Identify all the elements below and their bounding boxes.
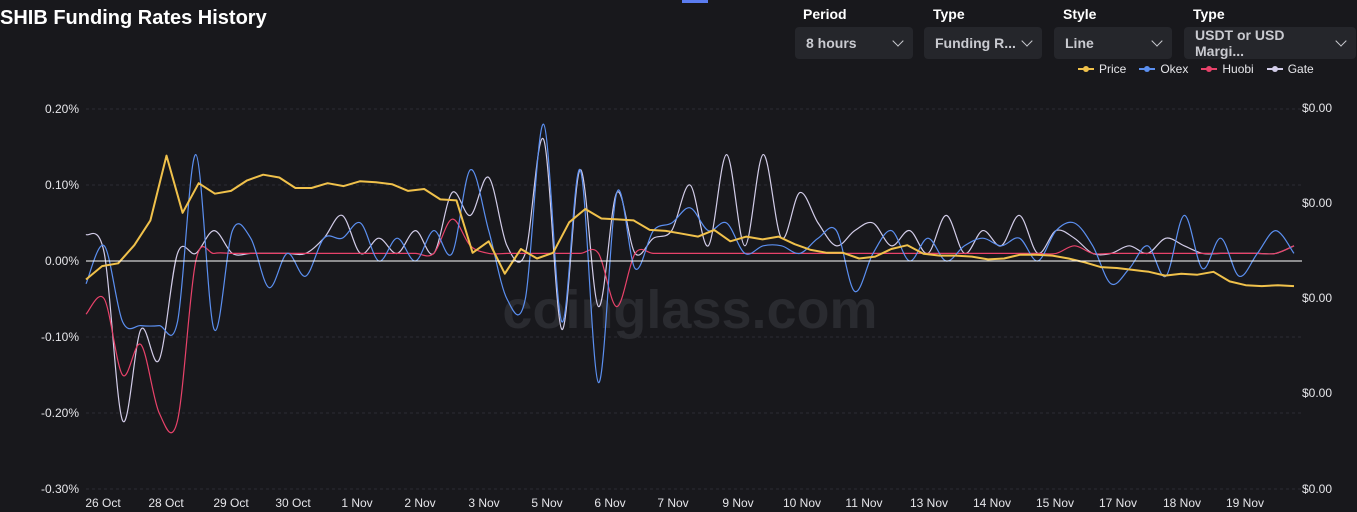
x-tick-label: 1 Nov bbox=[341, 496, 372, 510]
x-tick-label: 10 Nov bbox=[783, 496, 821, 510]
legend-label-price: Price bbox=[1099, 62, 1127, 76]
type-filter: Type Funding R... bbox=[924, 6, 1042, 59]
x-tick-label: 5 Nov bbox=[531, 496, 562, 510]
legend-item-okex[interactable]: Okex bbox=[1139, 62, 1188, 76]
series-line-okex bbox=[85, 123, 1295, 384]
style-select[interactable]: Line bbox=[1054, 27, 1172, 59]
margin-type-value: USDT or USD Margi... bbox=[1195, 27, 1285, 59]
y-tick-label: -0.10% bbox=[41, 330, 79, 344]
legend-marker-gate bbox=[1266, 66, 1283, 72]
legend-marker-huobi bbox=[1201, 66, 1218, 72]
period-label: Period bbox=[803, 6, 847, 22]
type-select[interactable]: Funding R... bbox=[924, 27, 1042, 59]
period-filter: Period 8 hours bbox=[795, 6, 913, 59]
right-y-tick-label: $0.00 bbox=[1302, 386, 1332, 400]
x-tick-label: 14 Nov bbox=[973, 496, 1011, 510]
style-filter: Style Line bbox=[1054, 6, 1172, 59]
y-tick-label: 0.00% bbox=[45, 254, 79, 268]
page-title: SHIB Funding Rates History bbox=[0, 7, 267, 29]
series-line-price bbox=[85, 154, 1295, 288]
series-line-huobi bbox=[85, 218, 1295, 434]
legend-label-gate: Gate bbox=[1287, 62, 1314, 76]
chart-legend: Price Okex Huobi Gate bbox=[1078, 62, 1314, 76]
x-tick-label: 30 Oct bbox=[275, 496, 311, 510]
legend-marker-price bbox=[1078, 66, 1094, 72]
type-label: Type bbox=[933, 6, 965, 22]
x-tick-label: 2 Nov bbox=[404, 496, 435, 510]
legend-marker-okex bbox=[1139, 66, 1156, 72]
x-tick-label: 29 Oct bbox=[213, 496, 249, 510]
y-tick-label: 0.20% bbox=[45, 102, 79, 116]
x-tick-label: 3 Nov bbox=[468, 496, 499, 510]
legend-label-okex: Okex bbox=[1160, 62, 1189, 76]
margin-type-select[interactable]: USDT or USD Margi... bbox=[1184, 27, 1356, 59]
right-y-tick-label: $0.00 bbox=[1302, 482, 1332, 496]
x-tick-label: 15 Nov bbox=[1036, 496, 1074, 510]
x-tick-label: 28 Oct bbox=[148, 496, 184, 510]
x-tick-label: 7 Nov bbox=[657, 496, 688, 510]
y-tick-label: 0.10% bbox=[45, 178, 79, 192]
style-label: Style bbox=[1063, 6, 1097, 22]
x-tick-label: 26 Oct bbox=[85, 496, 121, 510]
right-y-tick-label: $0.00 bbox=[1302, 101, 1332, 115]
right-y-tick-label: $0.00 bbox=[1302, 196, 1332, 210]
margin-type-label: Type bbox=[1193, 6, 1225, 22]
legend-item-price[interactable]: Price bbox=[1078, 62, 1126, 76]
x-tick-label: 13 Nov bbox=[910, 496, 948, 510]
right-y-tick-label: $0.00 bbox=[1302, 291, 1332, 305]
legend-label-huobi: Huobi bbox=[1222, 62, 1254, 76]
period-select[interactable]: 8 hours bbox=[795, 27, 913, 59]
x-tick-label: 19 Nov bbox=[1226, 496, 1264, 510]
type-value: Funding R... bbox=[935, 35, 1016, 51]
active-tab-indicator bbox=[682, 0, 708, 3]
period-value: 8 hours bbox=[806, 35, 857, 51]
x-tick-label: 9 Nov bbox=[722, 496, 753, 510]
style-value: Line bbox=[1065, 35, 1094, 51]
x-tick-label: 11 Nov bbox=[845, 496, 882, 510]
x-tick-label: 17 Nov bbox=[1099, 496, 1137, 510]
x-tick-label: 6 Nov bbox=[594, 496, 625, 510]
x-tick-label: 18 Nov bbox=[1163, 496, 1201, 510]
legend-item-huobi[interactable]: Huobi bbox=[1201, 62, 1254, 76]
margin-type-filter: Type USDT or USD Margi... bbox=[1184, 6, 1356, 59]
y-tick-label: -0.20% bbox=[41, 406, 79, 420]
legend-item-gate[interactable]: Gate bbox=[1266, 62, 1314, 76]
y-tick-label: -0.30% bbox=[41, 482, 79, 496]
